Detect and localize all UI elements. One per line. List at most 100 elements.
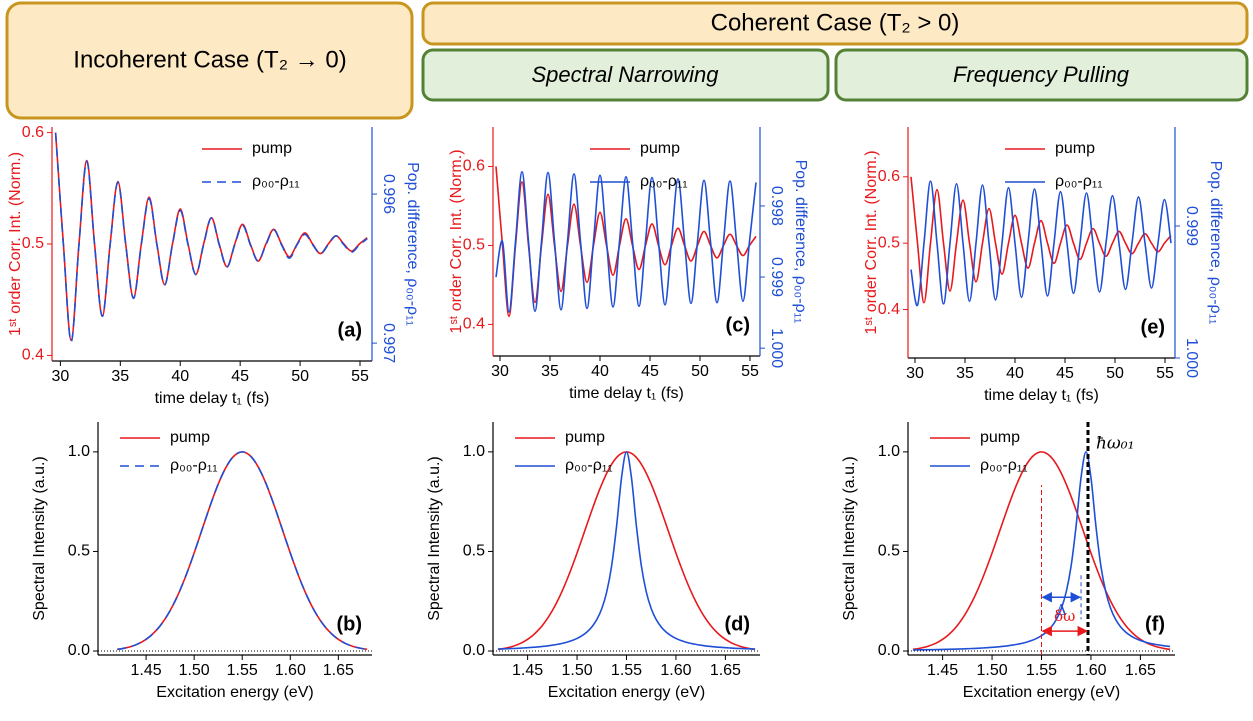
y2-axis-label: Pop. difference, ρ₀₀-ρ₁₁ (404, 162, 421, 326)
x-tick-label: 1.55 (227, 662, 258, 679)
legend-label: pump (170, 429, 210, 446)
series-line (912, 451, 1171, 651)
y-tick-label: 0.0 (878, 642, 900, 659)
subheader-box (421, 48, 830, 102)
y-axis-label: 1ˢᵗ order Corr. Int. (Norm.) (863, 150, 880, 334)
y2-tick-label: 1.000 (1183, 338, 1200, 378)
x-axis-label: time delay t₁ (fs) (155, 390, 270, 407)
legend-label: ρ₀₀-ρ₁₁ (980, 457, 1028, 474)
y2-tick-label: 0.998 (768, 186, 785, 226)
panel-label: (c) (726, 314, 750, 336)
series-line (117, 451, 368, 651)
y-axis-label: Spectral Intensity (a.u.) (31, 456, 48, 621)
legend-label: ρ₀₀-ρ₁₁ (640, 173, 688, 190)
x-tick-label: 50 (1106, 365, 1124, 382)
y-axis-label: Spectral Intensity (a.u.) (426, 456, 443, 621)
header-box (421, 1, 1249, 46)
x-tick-label: 45 (1056, 365, 1074, 382)
y-axis-label: 1ˢᵗ order Corr. Int. (Norm.) (7, 152, 24, 336)
x-tick-label: 1.65 (323, 662, 354, 679)
series-line (54, 132, 368, 343)
x-tick-label: 1.60 (1075, 662, 1106, 679)
x-tick-label: 1.55 (1026, 662, 1057, 679)
y-tick-label: 0.5 (878, 234, 900, 251)
y-tick-label: 0.5 (68, 543, 90, 560)
y-tick-label: 0.6 (463, 158, 485, 175)
x-tick-label: 50 (691, 363, 709, 380)
subheader-title: Spectral Narrowing (531, 62, 719, 87)
x-tick-label: 1.45 (512, 662, 543, 679)
panel-label: (d) (724, 613, 750, 635)
y2-axis-label: Pop. difference, ρ₀₀-ρ₁₁ (1207, 161, 1224, 325)
x-tick-label: 30 (51, 368, 69, 385)
series-line (910, 180, 1172, 307)
y2-axis-label: Pop. difference, ρ₀₀-ρ₁₁ (792, 160, 809, 324)
y-tick-label: 0.0 (68, 642, 90, 659)
x-tick-label: 30 (491, 363, 509, 380)
y-axis-label: Spectral Intensity (a.u.) (841, 456, 858, 621)
panel-label: (e) (1141, 316, 1165, 338)
legend-label: ρ₀₀-ρ₁₁ (565, 457, 613, 474)
x-tick-label: 1.65 (1125, 662, 1156, 679)
y2-tick-label: 1.000 (768, 328, 785, 368)
x-tick-label: 50 (291, 368, 309, 385)
legend-label: ρ₀₀-ρ₁₁ (170, 457, 218, 474)
annotation-label: ħω₀₁ (1096, 434, 1134, 454)
y2-tick-label: 0.999 (768, 257, 785, 297)
y-tick-label: 0.4 (463, 316, 485, 333)
x-tick-label: 1.50 (179, 662, 210, 679)
y2-tick-label: 0.996 (380, 174, 397, 214)
x-tick-label: 55 (741, 363, 759, 380)
y-tick-label: 0.0 (463, 642, 485, 659)
y-tick-label: 0.4 (22, 347, 44, 364)
x-axis-label: Excitation energy (eV) (156, 684, 313, 701)
y2-tick-label: 0.997 (380, 323, 397, 363)
y-tick-label: 0.4 (878, 301, 900, 318)
x-tick-label: 40 (1006, 365, 1024, 382)
legend-label: ρ₀₀-ρ₁₁ (252, 173, 300, 190)
panel-label: (f) (1145, 613, 1165, 635)
y-tick-label: 0.6 (878, 168, 900, 185)
y-tick-label: 1.0 (878, 443, 900, 460)
y-axis-label: 1ˢᵗ order Corr. Int. (Norm.) (448, 149, 465, 333)
y-tick-label: 0.5 (463, 237, 485, 254)
legend-label: pump (980, 429, 1020, 446)
y-tick-label: 0.5 (463, 543, 485, 560)
legend-label: pump (565, 429, 605, 446)
y-tick-label: 1.0 (68, 443, 90, 460)
x-tick-label: 1.45 (130, 662, 161, 679)
header-title: Coherent Case (T₂ > 0) (711, 9, 960, 36)
x-tick-label: 1.50 (561, 662, 592, 679)
x-tick-label: 1.50 (976, 662, 1007, 679)
y-tick-label: 0.6 (22, 124, 44, 141)
x-axis-label: time delay t₁ (fs) (569, 385, 684, 402)
x-tick-label: 45 (231, 368, 249, 385)
annotation-label: δω (1054, 607, 1075, 625)
annotation-label: Δ (1056, 601, 1067, 619)
legend-label: ρ₀₀-ρ₁₁ (1055, 173, 1103, 190)
series-line (497, 451, 756, 651)
series-line (117, 451, 368, 651)
x-tick-label: 40 (591, 363, 609, 380)
legend-label: pump (1055, 140, 1095, 157)
x-tick-label: 1.65 (710, 662, 741, 679)
x-tick-label: 35 (541, 363, 559, 380)
x-tick-label: 30 (906, 365, 924, 382)
subheader-title: Frequency Pulling (953, 62, 1130, 87)
x-tick-label: 1.60 (275, 662, 306, 679)
series-line (54, 132, 368, 342)
x-tick-label: 55 (351, 368, 369, 385)
series-line (497, 451, 756, 650)
x-tick-label: 1.60 (660, 662, 691, 679)
legend-label: pump (640, 140, 680, 157)
x-axis-label: Excitation energy (eV) (963, 684, 1120, 701)
y-tick-label: 1.0 (463, 443, 485, 460)
legend-label: pump (252, 140, 292, 157)
x-tick-label: 45 (641, 363, 659, 380)
y-tick-label: 0.5 (22, 235, 44, 252)
y-tick-label: 0.5 (878, 543, 900, 560)
x-tick-label: 35 (956, 365, 974, 382)
x-tick-label: 40 (171, 368, 189, 385)
x-axis-label: Excitation energy (eV) (548, 684, 705, 701)
